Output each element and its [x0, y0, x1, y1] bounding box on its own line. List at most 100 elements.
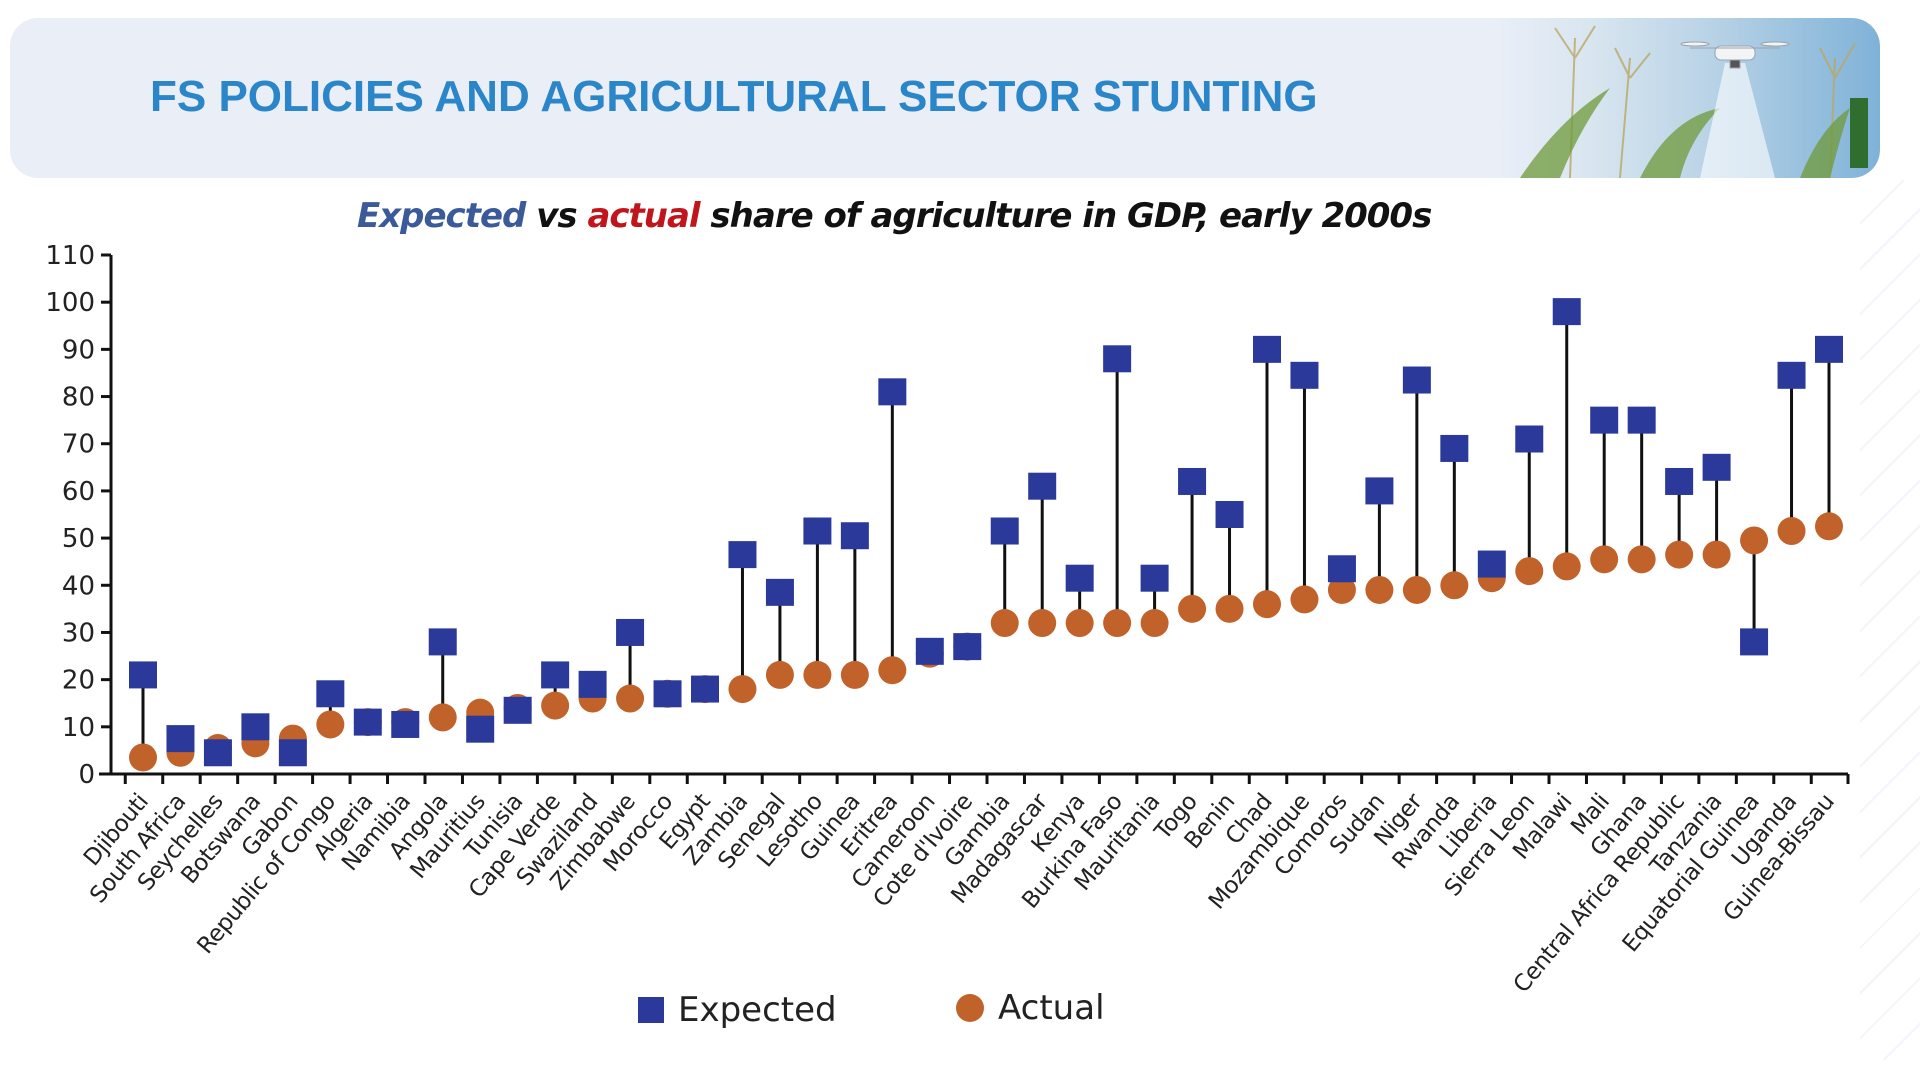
expected-point	[1253, 335, 1281, 363]
actual-point	[1515, 557, 1544, 586]
actual-point	[1777, 517, 1806, 546]
expected-point	[1103, 345, 1132, 373]
expected-point	[1178, 467, 1207, 495]
expected-point	[203, 739, 232, 767]
expected-point	[1815, 335, 1843, 363]
actual-point	[1815, 512, 1843, 541]
expected-point	[1627, 406, 1656, 434]
expected-point	[1440, 434, 1469, 462]
expected-point	[990, 517, 1019, 545]
drone-icon	[1520, 25, 1868, 178]
expected-point	[1365, 477, 1394, 505]
actual-point	[1140, 609, 1169, 638]
expected-point	[316, 680, 345, 708]
expected-point	[428, 628, 457, 656]
actual-point	[129, 743, 157, 772]
chart-title: Expected vs actual share of agriculture …	[357, 196, 1432, 236]
actual-point	[765, 660, 794, 689]
actual-point	[1402, 575, 1431, 604]
expected-point	[1327, 555, 1356, 583]
actual-series	[129, 512, 1843, 772]
legend-expected-label: Expected	[678, 990, 837, 1030]
expected-point	[915, 637, 944, 665]
actual-point	[803, 660, 832, 689]
expected-point	[166, 725, 195, 753]
actual-point	[316, 710, 345, 739]
expected-point	[1140, 564, 1169, 592]
expected-point	[541, 661, 570, 689]
expected-point	[1777, 361, 1806, 389]
y-tick-label: 110	[45, 241, 95, 271]
y-tick-label: 0	[78, 760, 95, 790]
y-tick-label: 60	[62, 477, 95, 507]
expected-point	[1515, 425, 1544, 453]
expected-point	[728, 541, 757, 569]
actual-point	[1702, 540, 1731, 569]
expected-point	[129, 661, 157, 689]
expected-point	[1552, 298, 1581, 326]
actual-point	[1290, 585, 1319, 614]
expected-point	[653, 680, 682, 708]
actual-point	[840, 660, 869, 689]
expected-point	[1065, 564, 1094, 592]
axes	[99, 253, 1850, 784]
chart-title-rest: share of agriculture in GDP, early 2000s	[699, 196, 1432, 236]
expected-point	[1702, 453, 1731, 481]
y-tick-label: 50	[62, 524, 95, 554]
expected-point	[503, 696, 532, 724]
actual-point	[990, 609, 1019, 638]
actual-point	[1327, 575, 1356, 604]
actual-point	[1065, 609, 1094, 638]
expected-series	[129, 298, 1843, 767]
expected-point	[1590, 406, 1619, 434]
expected-point	[1477, 550, 1506, 578]
expected-point	[878, 378, 907, 406]
connectors	[141, 311, 1831, 758]
actual-point	[728, 675, 757, 704]
actual-point	[1103, 609, 1132, 638]
expected-point	[840, 522, 869, 550]
slide-title: FS POLICIES AND AGRICULTURAL SECTOR STUN…	[150, 72, 1318, 121]
expected-point	[241, 713, 270, 741]
y-tick-label: 30	[62, 618, 95, 648]
expected-point	[1740, 628, 1769, 656]
expected-point	[691, 675, 719, 703]
actual-point	[1215, 594, 1244, 623]
actual-point	[1665, 540, 1694, 569]
legend-actual-label: Actual	[998, 988, 1105, 1028]
expected-point	[1665, 467, 1694, 495]
expected-point	[616, 618, 645, 646]
y-tick-label: 80	[62, 383, 95, 413]
y-tick-labels: 0 10 20 30 40 50 60 70 80 90 100 110	[45, 241, 95, 790]
header-banner: FS POLICIES AND AGRICULTURAL SECTOR STUN…	[10, 18, 1880, 178]
chart-title-expected: Expected	[357, 196, 526, 236]
actual-point	[1740, 526, 1769, 555]
actual-point	[616, 684, 645, 713]
drone-field-image	[1500, 18, 1880, 178]
actual-point	[878, 656, 907, 685]
actual-point	[1590, 545, 1619, 574]
expected-point	[466, 715, 495, 743]
y-tick-label: 20	[62, 666, 95, 696]
circle-marker-icon	[956, 994, 984, 1022]
expected-point	[391, 710, 420, 738]
legend-expected: Expected	[638, 990, 837, 1030]
chart-title-actual: actual	[587, 196, 700, 236]
chart-title-vs: vs	[525, 196, 588, 236]
expected-point	[278, 739, 307, 767]
actual-point	[1178, 594, 1207, 623]
actual-point	[428, 703, 457, 732]
y-tick-label: 100	[45, 288, 95, 318]
expected-point	[353, 708, 382, 736]
expected-point	[765, 578, 794, 606]
y-tick-label: 10	[62, 713, 95, 743]
y-tick-label: 40	[62, 571, 95, 601]
y-tick-label: 70	[62, 430, 95, 460]
actual-point	[1440, 571, 1469, 600]
actual-point	[1627, 545, 1656, 574]
actual-point	[1028, 609, 1057, 638]
expected-point	[803, 517, 832, 545]
expected-point	[1028, 472, 1057, 500]
actual-point	[1365, 575, 1394, 604]
